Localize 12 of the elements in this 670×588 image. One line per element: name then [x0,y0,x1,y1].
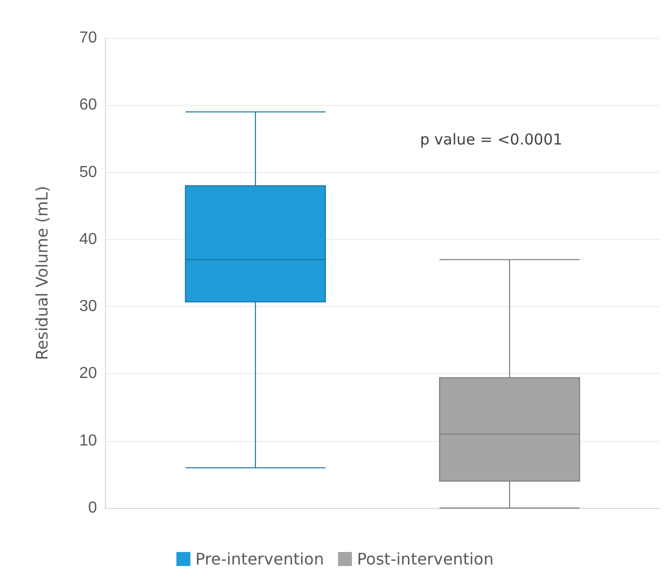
legend-label: Post-intervention [356,550,494,568]
y-tick-label: 20 [79,365,98,382]
y-tick-label: 50 [79,164,98,181]
y-axis-title: Residual Volume (mL) [32,186,52,360]
y-tick-label: 40 [79,230,98,248]
y-tick-label: 60 [79,96,98,114]
y-tick-label: 70 [79,30,98,46]
annotation: p value = <0.0001 [420,130,562,148]
y-tick-label: 10 [79,432,98,450]
y-tick-label: 30 [79,298,98,316]
y-tick-label: 0 [88,500,98,516]
legend-label: Pre-intervention [195,550,324,568]
